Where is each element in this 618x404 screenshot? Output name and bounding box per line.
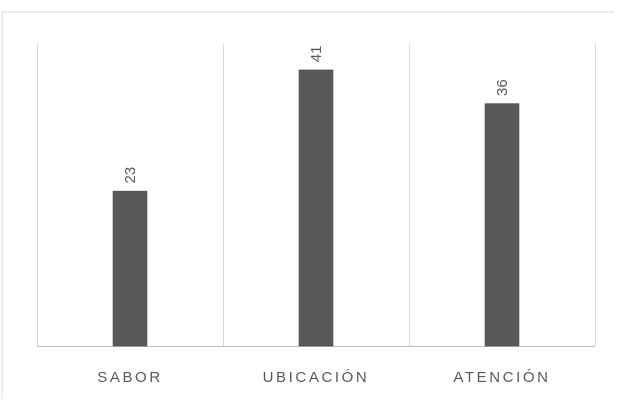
data-labels: 23 41 36 bbox=[122, 46, 511, 184]
category-separators bbox=[37, 43, 596, 346]
x-tick-label: UBICACIÓN bbox=[263, 369, 370, 386]
x-tick-label: ATENCIÓN bbox=[453, 369, 550, 386]
data-label: 23 bbox=[122, 167, 139, 184]
bar-series bbox=[112, 69, 520, 347]
x-tick-label: SABOR bbox=[97, 369, 163, 386]
bar-sabor bbox=[112, 190, 148, 347]
bar-atención bbox=[484, 103, 520, 347]
x-axis-tick-labels: SABOR UBICACIÓN ATENCIÓN bbox=[97, 369, 550, 386]
bar-ubicación bbox=[298, 69, 334, 347]
data-label: 36 bbox=[494, 79, 511, 96]
data-label: 41 bbox=[308, 46, 325, 63]
